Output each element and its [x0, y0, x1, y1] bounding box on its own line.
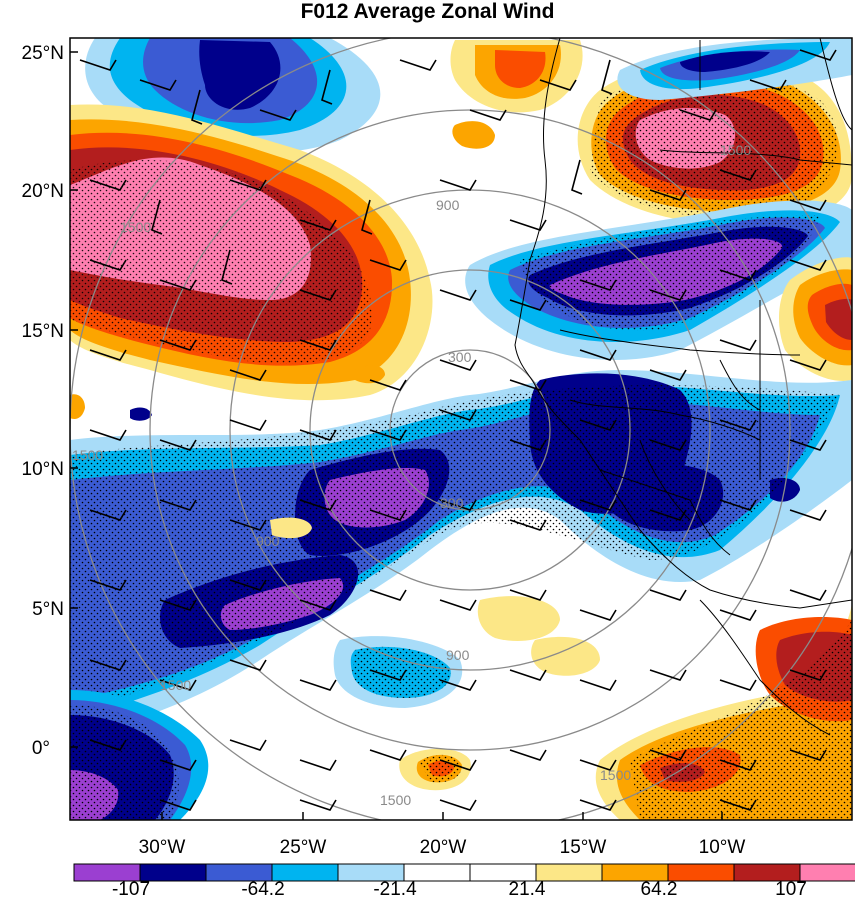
map-title: F012 Average Zonal Wind	[300, 0, 555, 23]
lat-label-25n: 25°N	[22, 43, 64, 64]
lat-label-10n: 10°N	[22, 459, 64, 480]
colorbar-label: -21.4	[373, 879, 417, 900]
colorbar-swatch	[799, 863, 855, 882]
lon-label-25w: 25°W	[280, 837, 327, 858]
lon-label-20w: 20°W	[420, 837, 467, 858]
ring-label: 900	[436, 197, 460, 213]
wind-contours	[70, 38, 852, 820]
ring-label: 1500	[160, 677, 191, 693]
ring-label: 1500	[120, 219, 151, 235]
ring-label: 300	[440, 495, 464, 511]
colorbar	[73, 863, 855, 882]
lon-label-10w: 10°W	[699, 837, 746, 858]
ring-label: 1500	[380, 792, 411, 808]
colorbar-label: 64.2	[641, 879, 678, 900]
ring-label: 900	[256, 533, 280, 549]
colorbar-swatch	[667, 863, 735, 882]
plot-frame	[69, 37, 853, 821]
lat-ticks	[70, 51, 78, 748]
colorbar-labels: -107 -64.2 -21.4 21.4 64.2 107	[112, 879, 807, 900]
lat-label-15n: 15°N	[22, 321, 64, 342]
colorbar-label: -64.2	[241, 879, 284, 900]
ring-label: 1500	[72, 447, 103, 463]
wind-barbs	[79, 49, 837, 811]
ring-label: 900	[446, 647, 470, 663]
colorbar-label: -107	[112, 879, 150, 900]
ring-label: 1500	[720, 142, 751, 158]
lon-ticks	[161, 812, 723, 820]
ring-label: 1500	[600, 767, 631, 783]
lon-labels: 30°W 25°W 20°W 15°W 10°W	[139, 837, 746, 858]
lat-label-0: 0°	[32, 738, 50, 759]
ring-labels: 300 300 900 900 900 1500 1500 1500 1500 …	[72, 142, 751, 808]
colorbar-label: 107	[775, 879, 807, 900]
lon-label-15w: 15°W	[560, 837, 607, 858]
colorbar-swatch	[535, 863, 603, 882]
colorbar-label: 21.4	[509, 879, 546, 900]
ring-label: 300	[448, 349, 472, 365]
lat-label-20n: 20°N	[22, 181, 64, 202]
lat-label-5n: 5°N	[32, 599, 64, 620]
lat-labels: 25°N 20°N 15°N 10°N 5°N 0°	[22, 43, 64, 759]
lon-label-30w: 30°W	[139, 837, 186, 858]
